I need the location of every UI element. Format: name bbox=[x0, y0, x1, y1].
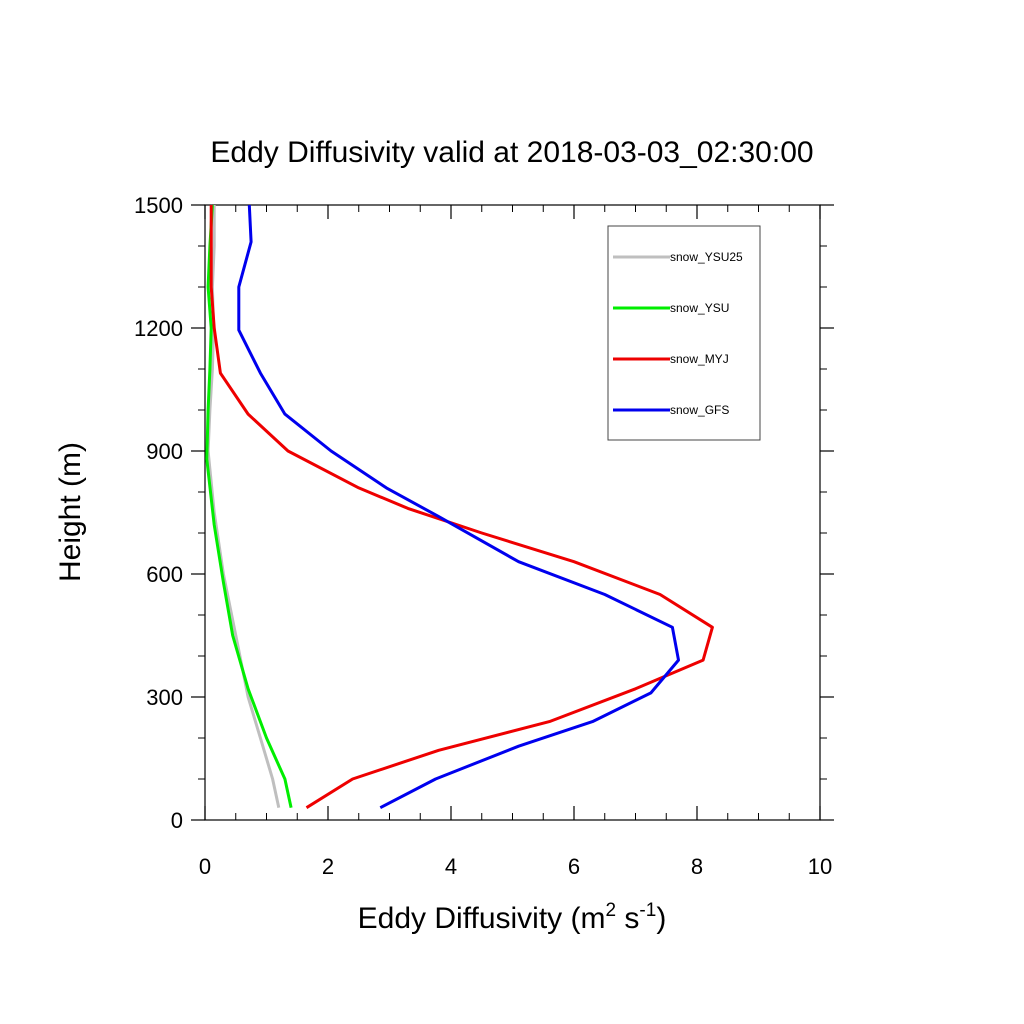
x-tick-label: 8 bbox=[691, 854, 703, 879]
legend-box bbox=[607, 225, 761, 441]
legend: snow_YSU25 snow_YSU snow_MYJ snow_GFS bbox=[607, 225, 761, 441]
x-axis-label-mid: s bbox=[616, 902, 639, 935]
x-axis-label-sup2: -1 bbox=[639, 900, 656, 921]
y-tick-label: 300 bbox=[146, 685, 183, 710]
series-layer bbox=[205, 204, 714, 810]
y-tick-label: 600 bbox=[146, 562, 183, 587]
legend-label-snow_YSU25: snow_YSU25 bbox=[670, 250, 743, 264]
legend-label-snow_GFS: snow_GFS bbox=[670, 403, 729, 417]
y-tick-label: 900 bbox=[146, 439, 183, 464]
chart-title: Eddy Diffusivity valid at 2018-03-03_02:… bbox=[210, 136, 813, 169]
x-axis-label-base: Eddy Diffusivity (m bbox=[358, 902, 606, 935]
x-axis-label-end: ) bbox=[656, 902, 666, 935]
x-tick-label: 6 bbox=[568, 854, 580, 879]
series-line-snow_YSU25 bbox=[206, 205, 281, 809]
legend-label-snow_YSU: snow_YSU bbox=[670, 301, 729, 315]
y-tick-label: 1200 bbox=[134, 316, 183, 341]
legend-items: snow_YSU25 snow_YSU snow_MYJ snow_GFS bbox=[613, 250, 743, 417]
series-line-snow_YSU bbox=[205, 204, 293, 809]
y-tick-label: 1500 bbox=[134, 193, 183, 218]
y-axis-label: Height (m) bbox=[54, 442, 87, 582]
y-tick-label: 0 bbox=[171, 808, 183, 833]
x-tick-label: 10 bbox=[808, 854, 832, 879]
legend-label-snow_MYJ: snow_MYJ bbox=[670, 352, 729, 366]
axis-ticks: 0 2 4 6 8 10 0 300 600 900 1200 1500 bbox=[134, 193, 834, 879]
x-axis-label-sup1: 2 bbox=[606, 900, 617, 921]
x-tick-label: 4 bbox=[445, 854, 457, 879]
x-axis-label: Eddy Diffusivity (m2 s-1) bbox=[358, 900, 667, 935]
series-line-snow_GFS bbox=[237, 204, 680, 810]
series-line-snow_MYJ bbox=[209, 205, 714, 809]
x-tick-label: 0 bbox=[199, 854, 211, 879]
x-tick-label: 2 bbox=[322, 854, 334, 879]
